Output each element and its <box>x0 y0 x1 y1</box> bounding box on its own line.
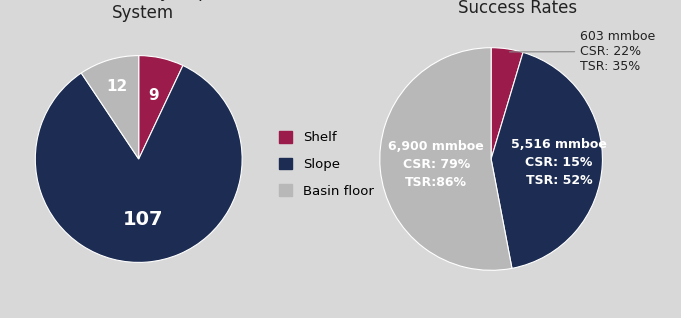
Wedge shape <box>81 56 139 159</box>
Wedge shape <box>139 56 183 159</box>
Wedge shape <box>491 52 603 268</box>
Title: Discovered Resources and
Success Rates: Discovered Resources and Success Rates <box>408 0 627 17</box>
Title: Number of Wells by Depositional
System: Number of Wells by Depositional System <box>7 0 279 22</box>
Text: 6,900 mmboe
CSR: 79%
TSR:86%: 6,900 mmboe CSR: 79% TSR:86% <box>388 140 484 189</box>
Text: 107: 107 <box>123 210 163 229</box>
Wedge shape <box>35 66 242 262</box>
Wedge shape <box>380 48 512 270</box>
Text: 12: 12 <box>106 79 127 94</box>
Legend: Shelf, Slope, Basin floor: Shelf, Slope, Basin floor <box>279 131 374 197</box>
Text: 603 mmboe
CSR: 22%
TSR: 35%: 603 mmboe CSR: 22% TSR: 35% <box>509 30 655 73</box>
Text: 5,516 mmboe
CSR: 15%
TSR: 52%: 5,516 mmboe CSR: 15% TSR: 52% <box>511 138 607 187</box>
Wedge shape <box>491 48 523 159</box>
Text: 9: 9 <box>148 87 159 102</box>
